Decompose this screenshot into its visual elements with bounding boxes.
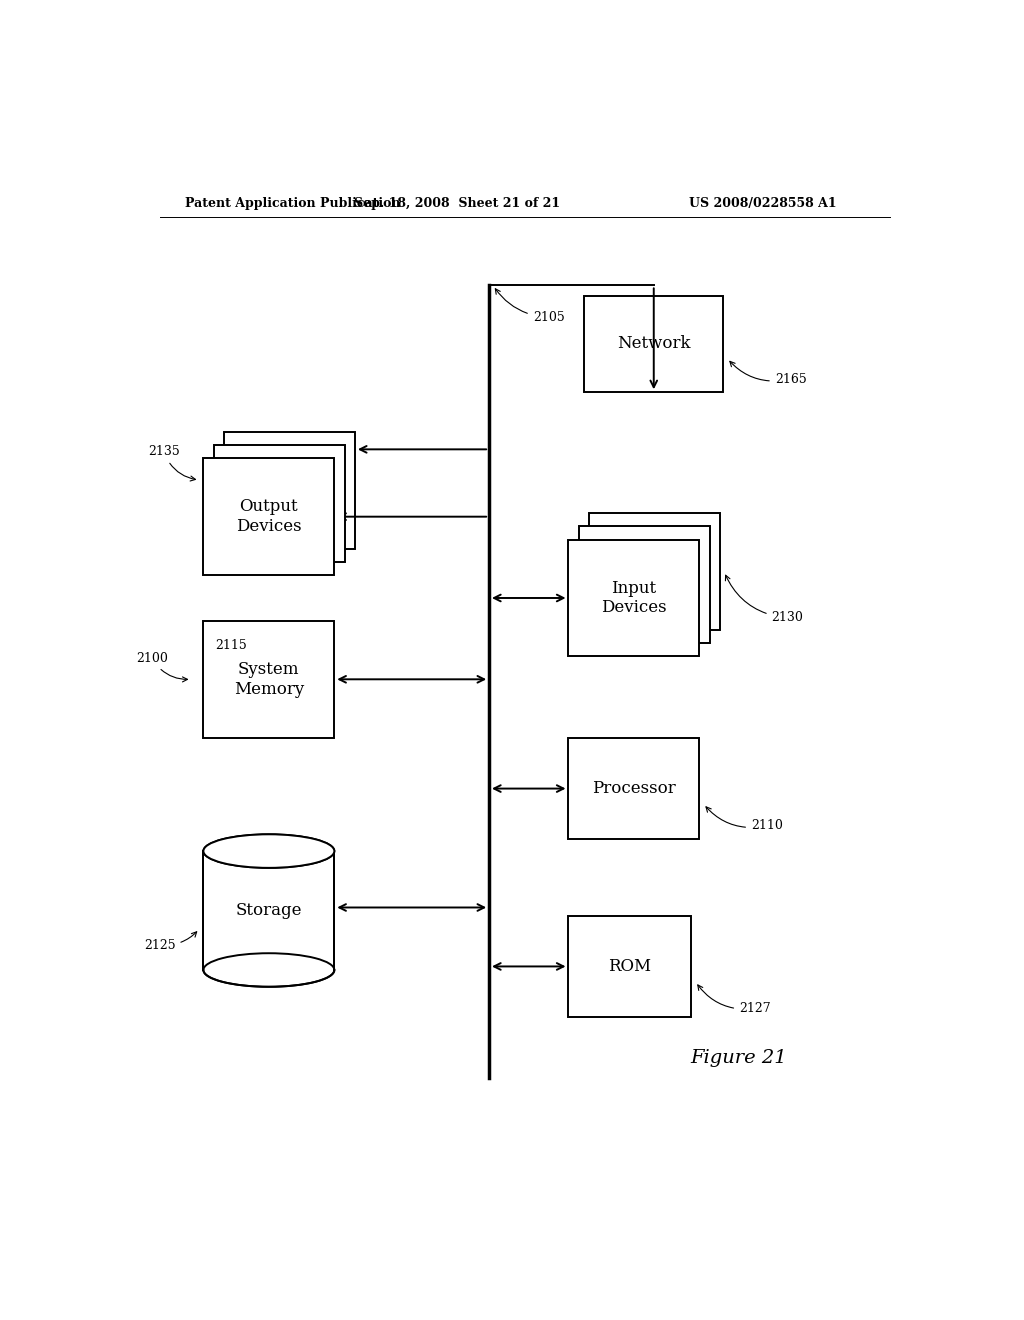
Text: 2105: 2105 xyxy=(496,289,564,323)
Text: 2127: 2127 xyxy=(697,985,771,1015)
Text: Sep. 18, 2008  Sheet 21 of 21: Sep. 18, 2008 Sheet 21 of 21 xyxy=(354,197,560,210)
Bar xyxy=(589,513,720,630)
Bar xyxy=(204,851,334,970)
Bar xyxy=(214,445,345,562)
Bar xyxy=(204,851,334,970)
Bar xyxy=(579,527,710,643)
Bar xyxy=(585,296,723,392)
Text: 2135: 2135 xyxy=(147,445,196,480)
Text: US 2008/0228558 A1: US 2008/0228558 A1 xyxy=(689,197,837,210)
Bar xyxy=(568,540,699,656)
Bar xyxy=(204,620,334,738)
Text: Network: Network xyxy=(617,335,690,352)
Ellipse shape xyxy=(204,834,334,867)
Text: 2110: 2110 xyxy=(706,807,783,832)
Text: Output
Devices: Output Devices xyxy=(237,499,302,535)
Bar xyxy=(224,432,355,549)
Ellipse shape xyxy=(204,953,334,987)
Ellipse shape xyxy=(204,834,334,867)
Text: Patent Application Publication: Patent Application Publication xyxy=(185,197,400,210)
Text: Figure 21: Figure 21 xyxy=(691,1049,787,1067)
Text: 2130: 2130 xyxy=(725,576,804,624)
Text: 2165: 2165 xyxy=(730,362,807,385)
Text: ROM: ROM xyxy=(608,958,651,975)
Text: System
Memory: System Memory xyxy=(233,661,304,697)
Bar xyxy=(568,738,699,840)
Text: Input
Devices: Input Devices xyxy=(601,579,667,616)
Bar xyxy=(204,458,334,576)
Bar xyxy=(568,916,691,1018)
Text: Processor: Processor xyxy=(592,780,676,797)
Text: 2115: 2115 xyxy=(215,639,247,652)
Text: 2125: 2125 xyxy=(143,932,197,952)
Text: Storage: Storage xyxy=(236,902,302,919)
Text: 2100: 2100 xyxy=(136,652,187,682)
